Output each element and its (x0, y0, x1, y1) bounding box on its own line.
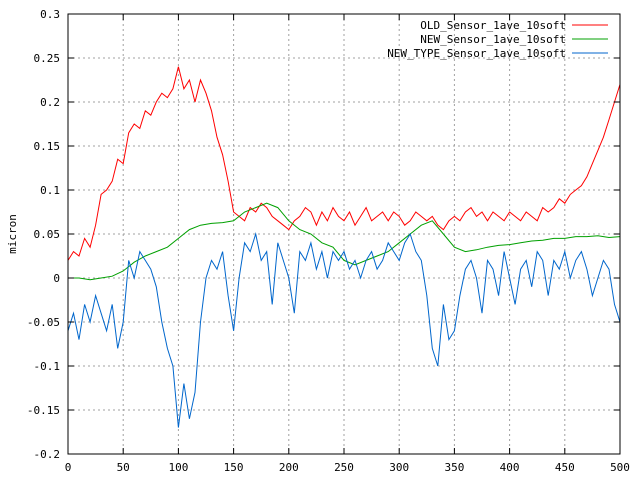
x-tick-label: 450 (555, 461, 575, 474)
y-tick-label: 0.3 (40, 8, 60, 21)
x-tick-label: 250 (334, 461, 354, 474)
y-tick-label: 0.05 (34, 228, 61, 241)
y-tick-labels: -0.2 -0.15 -0.1 -0.05 0 0.05 0.1 0.15 0.2 0.25 0.3 (27, 8, 60, 461)
x-tick-label: 500 (610, 461, 630, 474)
legend-label: OLD_Sensor_1ave_10soft (420, 19, 566, 32)
x-tick-label: 150 (224, 461, 244, 474)
legend-label: NEW_Sensor_1ave_10soft (420, 33, 566, 46)
x-tick-label: 200 (279, 461, 299, 474)
x-tick-label: 50 (117, 461, 130, 474)
x-tick-labels: 0 50 100 150 200 250 300 350 400 450 500 (65, 461, 630, 474)
legend-label: NEW_TYPE_Sensor_1ave_10soft (387, 47, 566, 60)
y-tick-label: 0.2 (40, 96, 60, 109)
y-tick-label: 0.1 (40, 184, 60, 197)
y-tick-label: -0.2 (34, 448, 61, 461)
x-tick-label: 400 (500, 461, 520, 474)
x-tick-label: 0 (65, 461, 72, 474)
series-line-1 (68, 202, 621, 281)
y-tick-label: 0.25 (34, 52, 61, 65)
x-tick-label: 100 (168, 461, 188, 474)
y-tick-label: 0.15 (34, 140, 61, 153)
x-tick-label: 300 (389, 461, 409, 474)
y-tick-label: -0.15 (27, 404, 60, 417)
legend: OLD_Sensor_1ave_10softNEW_Sensor_1ave_10… (387, 19, 608, 60)
series-line-2 (67, 232, 621, 428)
series-line-0 (67, 66, 621, 261)
tick-marks (67, 13, 621, 455)
grid (67, 13, 621, 455)
y-axis-title: micron (6, 214, 19, 254)
y-tick-label: -0.05 (27, 316, 60, 329)
y-tick-label: -0.1 (34, 360, 61, 373)
x-tick-label: 350 (444, 461, 464, 474)
series-lines (67, 66, 621, 428)
y-tick-label: 0 (53, 272, 60, 285)
